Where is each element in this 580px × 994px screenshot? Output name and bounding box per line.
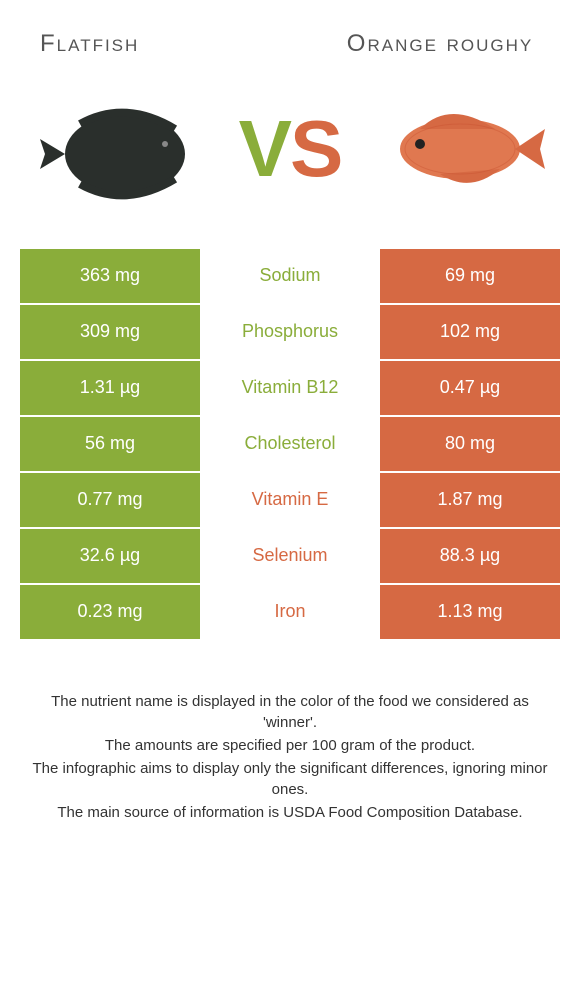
right-value: 80 mg <box>380 417 560 471</box>
table-row: 0.23 mgIron1.13 mg <box>20 585 560 641</box>
vs-label: VS <box>239 109 342 189</box>
table-row: 309 mgPhosphorus102 mg <box>20 305 560 361</box>
left-food-title: Flatfish <box>40 30 240 59</box>
image-row: VS <box>0 69 580 249</box>
footer-notes: The nutrient name is displayed in the co… <box>30 691 550 825</box>
table-row: 1.31 µgVitamin B120.47 µg <box>20 361 560 417</box>
nutrient-name: Vitamin B12 <box>200 361 380 415</box>
nutrient-name: Cholesterol <box>200 417 380 471</box>
right-value: 102 mg <box>380 305 560 359</box>
nutrient-name: Selenium <box>200 529 380 583</box>
header-row: Flatfish Orange roughy <box>0 0 580 69</box>
nutrient-name: Sodium <box>200 249 380 303</box>
left-value: 1.31 µg <box>20 361 200 415</box>
nutrient-name: Iron <box>200 585 380 639</box>
table-row: 32.6 µgSelenium88.3 µg <box>20 529 560 585</box>
footer-line: The nutrient name is displayed in the co… <box>30 691 550 733</box>
left-value: 32.6 µg <box>20 529 200 583</box>
footer-line: The main source of information is USDA F… <box>30 802 550 823</box>
right-food-title: Orange roughy <box>340 30 540 59</box>
flatfish-image <box>30 89 200 209</box>
left-value: 56 mg <box>20 417 200 471</box>
orange-roughy-image <box>380 89 550 209</box>
left-value: 309 mg <box>20 305 200 359</box>
right-value: 1.87 mg <box>380 473 560 527</box>
right-value: 1.13 mg <box>380 585 560 639</box>
right-value: 0.47 µg <box>380 361 560 415</box>
left-value: 0.23 mg <box>20 585 200 639</box>
right-value: 69 mg <box>380 249 560 303</box>
vs-v: V <box>239 104 290 193</box>
table-row: 56 mgCholesterol80 mg <box>20 417 560 473</box>
nutrient-name: Phosphorus <box>200 305 380 359</box>
table-row: 0.77 mgVitamin E1.87 mg <box>20 473 560 529</box>
footer-line: The amounts are specified per 100 gram o… <box>30 735 550 756</box>
footer-line: The infographic aims to display only the… <box>30 758 550 800</box>
table-row: 363 mgSodium69 mg <box>20 249 560 305</box>
comparison-table: 363 mgSodium69 mg309 mgPhosphorus102 mg1… <box>20 249 560 641</box>
right-value: 88.3 µg <box>380 529 560 583</box>
left-value: 0.77 mg <box>20 473 200 527</box>
left-value: 363 mg <box>20 249 200 303</box>
nutrient-name: Vitamin E <box>200 473 380 527</box>
vs-s: S <box>290 104 341 193</box>
